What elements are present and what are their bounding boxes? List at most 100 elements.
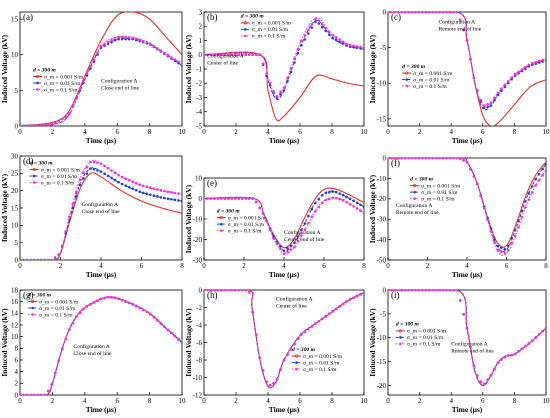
legend-marker xyxy=(30,299,35,304)
series-marker xyxy=(534,177,537,181)
series-marker xyxy=(510,236,513,240)
series-marker xyxy=(503,355,507,359)
series-marker xyxy=(159,49,163,53)
series-marker xyxy=(32,124,36,126)
y-tick-label: -5 xyxy=(380,310,386,318)
series-marker xyxy=(421,12,424,14)
series-marker xyxy=(469,345,472,349)
series-marker xyxy=(82,79,85,83)
x-tick-label: 8 xyxy=(148,128,152,136)
y-tick-label: 2 xyxy=(199,23,203,31)
y-axis-label: Induced Voltage (kV) xyxy=(0,34,9,103)
y-tick-label: -5 xyxy=(380,44,386,52)
series-marker xyxy=(282,358,286,362)
annotation-text: Close end of line xyxy=(73,350,112,357)
series-marker xyxy=(458,158,462,160)
series-group xyxy=(388,290,546,387)
series-marker xyxy=(503,83,507,87)
series-marker xyxy=(279,244,282,248)
y-tick-label: 4 xyxy=(15,368,19,376)
series-marker xyxy=(317,319,321,323)
series-marker xyxy=(331,310,334,313)
legend-marker xyxy=(35,74,40,79)
series-marker xyxy=(520,216,524,219)
legend-marker xyxy=(36,88,39,91)
series-marker xyxy=(348,298,352,301)
series-marker xyxy=(99,297,103,301)
series-marker xyxy=(166,197,170,200)
series-marker xyxy=(223,53,227,57)
series-marker xyxy=(327,30,331,34)
legend-marker xyxy=(220,229,223,232)
x-tick-label: 2 xyxy=(51,397,55,405)
series-marker xyxy=(341,40,345,44)
series-marker xyxy=(427,290,431,292)
y-tick-label: 0 xyxy=(15,391,19,399)
series-marker xyxy=(293,61,296,64)
series-marker xyxy=(334,36,338,39)
series-marker xyxy=(124,177,127,180)
series-marker xyxy=(60,117,64,121)
series-marker xyxy=(486,218,489,222)
series-marker xyxy=(300,333,303,336)
series-marker xyxy=(296,337,300,340)
series-marker xyxy=(390,290,393,292)
series-marker xyxy=(36,123,39,126)
series-marker xyxy=(92,301,96,304)
series-marker xyxy=(92,58,96,62)
series-marker xyxy=(272,381,275,385)
series-marker xyxy=(472,364,476,367)
annotation-text: Configuration A xyxy=(73,343,110,350)
series-marker xyxy=(362,291,364,294)
series-marker xyxy=(78,87,82,91)
series-marker xyxy=(448,12,452,14)
series-marker xyxy=(500,87,503,91)
series-marker xyxy=(265,220,268,223)
series-marker xyxy=(25,258,29,260)
y-tick-label: -50 xyxy=(377,256,387,264)
series-marker xyxy=(513,352,517,356)
series-marker xyxy=(310,215,314,219)
series-marker xyxy=(282,252,286,256)
series-marker xyxy=(206,290,209,292)
series-marker xyxy=(268,81,272,85)
legend-title: d = 300 m xyxy=(241,14,265,20)
series-marker xyxy=(527,342,531,345)
legend-entry: σ_m = 0.001 S/m xyxy=(252,21,292,27)
series-marker xyxy=(310,207,314,211)
series-marker xyxy=(71,202,75,206)
series-marker xyxy=(352,199,355,203)
x-tick-label: 10 xyxy=(543,397,550,405)
series-marker xyxy=(421,158,424,160)
series-marker xyxy=(517,70,520,74)
series-marker xyxy=(345,195,348,199)
series-marker xyxy=(482,104,486,107)
series-marker xyxy=(303,222,307,225)
series-marker xyxy=(489,373,493,377)
series-marker xyxy=(120,175,124,179)
series-marker xyxy=(544,57,546,61)
series-marker xyxy=(113,171,117,175)
series-marker xyxy=(180,192,182,196)
legend-title: d = 300 m xyxy=(402,64,426,70)
y-tick-label: -10 xyxy=(193,215,203,223)
series-marker xyxy=(53,256,57,259)
series-marker xyxy=(177,60,180,64)
series-marker xyxy=(314,17,317,21)
series-marker xyxy=(469,167,472,171)
series-marker xyxy=(462,28,465,32)
series-marker xyxy=(261,62,265,65)
y-tick-label: -8 xyxy=(196,356,202,364)
series-marker xyxy=(131,303,134,306)
series-marker xyxy=(414,290,417,292)
series-marker xyxy=(141,184,145,188)
x-tick-label: 8 xyxy=(544,262,548,270)
series-marker xyxy=(254,200,258,204)
series-marker xyxy=(145,41,149,44)
series-marker xyxy=(204,290,206,292)
x-tick-label: 10 xyxy=(179,128,187,136)
series-marker xyxy=(506,249,510,252)
series-marker xyxy=(258,53,261,57)
series-marker xyxy=(103,164,106,168)
